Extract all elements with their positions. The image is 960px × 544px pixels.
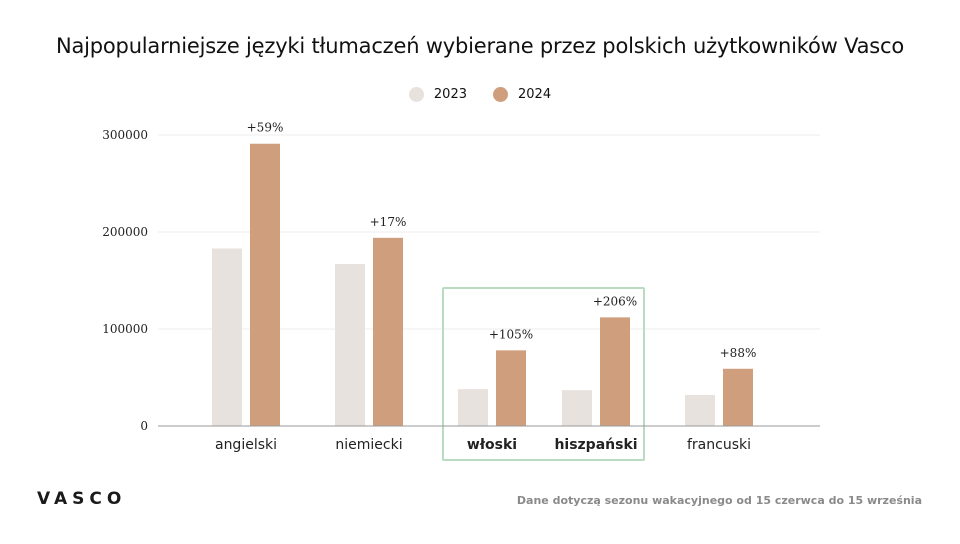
y-tick-label: 200000 [102, 225, 148, 239]
y-tick-label: 0 [140, 419, 148, 433]
x-tick-label: angielski [215, 437, 277, 453]
bar-2024-2 [496, 350, 526, 426]
bar-2024-3 [600, 317, 630, 426]
data-label: +88% [720, 346, 757, 360]
y-tick-label: 300000 [102, 128, 148, 142]
chart-title: Najpopularniejsze języki tłumaczeń wybie… [55, 34, 905, 58]
data-label: +59% [247, 121, 284, 135]
x-tick-label: francuski [687, 437, 751, 453]
legend-swatch-2024 [493, 87, 508, 102]
legend-item-2023: 2023 [408, 87, 467, 102]
legend-swatch-2023 [408, 87, 424, 102]
y-tick-label: 100000 [102, 322, 148, 336]
bar-2024-0 [250, 143, 280, 427]
legend: 2023 2024 [0, 87, 960, 102]
legend-label-2024: 2024 [518, 87, 552, 102]
bar-2023-2 [458, 389, 488, 426]
legend-item-2024: 2024 [493, 87, 551, 102]
vasco-logo: VASCO [37, 489, 127, 509]
bar-2024-4 [723, 368, 753, 426]
bar-2023-4 [685, 394, 715, 426]
bar-2024-1 [373, 237, 403, 426]
x-tick-label: włoski [467, 437, 517, 453]
x-tick-label: hiszpański [554, 437, 637, 453]
highlight-box [442, 287, 645, 461]
data-label: +206% [593, 294, 637, 308]
bar-2023-0 [212, 248, 242, 426]
bar-2023-1 [335, 264, 365, 426]
footnote: Dane dotyczą sezonu wakacyjnego od 15 cz… [516, 494, 922, 507]
bar-2023-3 [562, 390, 592, 426]
legend-label-2023: 2023 [433, 87, 467, 102]
data-label: +17% [370, 215, 407, 229]
x-tick-label: niemiecki [335, 437, 402, 453]
data-label: +105% [489, 327, 533, 341]
